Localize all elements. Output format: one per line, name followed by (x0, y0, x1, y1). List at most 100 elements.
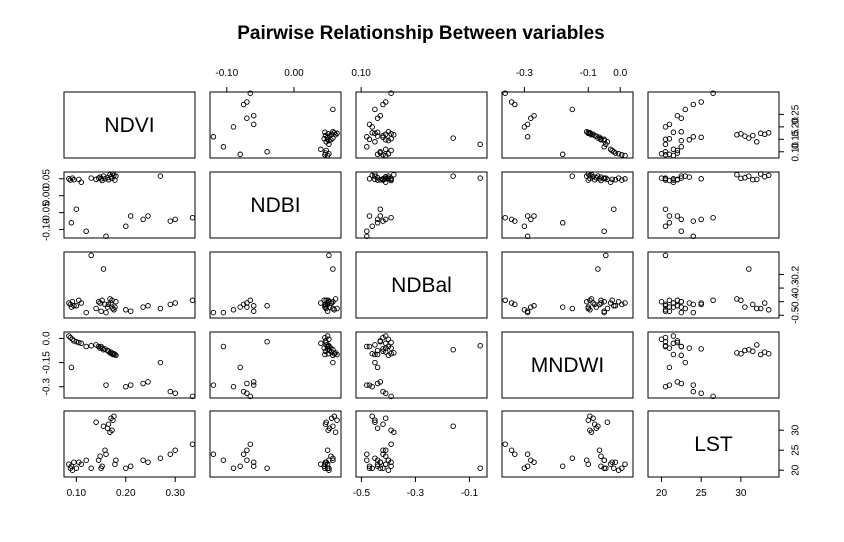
data-point (591, 301, 598, 308)
data-point (157, 359, 164, 366)
data-point (583, 457, 590, 463)
data-point (250, 382, 257, 388)
data-point (678, 298, 685, 305)
data-point (377, 379, 384, 385)
tick-label-lst: 20 (656, 488, 668, 499)
data-point (380, 388, 386, 395)
data-point (738, 297, 744, 304)
data-point (385, 336, 392, 342)
panel-mndwi-vs-ndbi (209, 331, 342, 400)
data-point (330, 455, 336, 461)
panel-frame (501, 410, 634, 478)
data-point (210, 451, 217, 457)
data-point (450, 135, 456, 141)
data-point (742, 304, 748, 310)
data-point (374, 347, 381, 354)
data-point (666, 177, 673, 184)
data-point (388, 339, 394, 346)
data-point (604, 176, 611, 183)
data-point (324, 447, 331, 453)
data-point (68, 364, 75, 371)
data-point (123, 383, 129, 390)
data-point (609, 297, 615, 304)
data-point (690, 233, 697, 240)
data-point (612, 303, 619, 309)
data-point (323, 147, 329, 154)
panel-ndvi-vs-ndbal (355, 90, 488, 159)
variable-label-lst: LST (694, 433, 733, 456)
data-point (609, 147, 615, 154)
data-point (587, 172, 593, 179)
tick-label-ndbal: -0.4 (791, 293, 802, 311)
panel-ndvi-vs-lst (647, 90, 780, 159)
data-point (477, 465, 483, 471)
data-point (742, 133, 748, 139)
data-point (622, 152, 628, 159)
data-point (757, 351, 764, 358)
data-point (658, 336, 665, 342)
data-point (591, 132, 598, 139)
data-point (682, 305, 689, 312)
data-point (334, 417, 340, 423)
data-point (603, 141, 609, 148)
data-point (690, 218, 697, 224)
data-point (366, 382, 373, 388)
data-point (189, 393, 196, 400)
panel-frame (209, 251, 342, 319)
panel-ndbal-vs-ndbal: NDBal (355, 251, 488, 319)
data-point (68, 220, 75, 226)
data-point (108, 300, 114, 306)
data-point (364, 144, 370, 150)
data-point (330, 106, 336, 113)
data-point (372, 130, 378, 137)
data-point (662, 124, 669, 130)
panel-mndwi-vs-ndvi (63, 331, 196, 400)
data-point (742, 347, 748, 354)
data-point (604, 305, 611, 312)
data-point (569, 455, 576, 461)
data-point (324, 333, 331, 339)
tick-label-ndbi: 0.00 (42, 186, 53, 206)
data-point (250, 459, 257, 465)
panel-ndbi-vs-mndwi (501, 171, 634, 240)
panel-frame (209, 331, 342, 399)
data-point (734, 350, 740, 356)
data-point (372, 419, 378, 425)
data-point (686, 345, 693, 351)
data-point (765, 130, 772, 136)
data-point (374, 351, 381, 358)
data-point (590, 173, 596, 180)
data-point (678, 144, 685, 150)
data-point (103, 451, 109, 457)
tick-label-ndbi: 0.05 (42, 169, 53, 189)
data-point (140, 457, 146, 463)
tick-label-ndbal: -0.3 (407, 488, 425, 499)
data-point (585, 304, 592, 310)
data-point (382, 216, 389, 223)
data-point (377, 206, 384, 212)
data-point (374, 216, 381, 223)
data-point (670, 340, 677, 347)
data-point (374, 129, 381, 136)
data-point (662, 252, 669, 259)
data-point (364, 382, 370, 388)
data-point (244, 300, 250, 306)
data-point (330, 457, 336, 463)
panel-frame (209, 410, 342, 478)
data-point (167, 388, 174, 395)
data-point (502, 214, 508, 221)
data-point (78, 461, 85, 467)
variable-label-mndwi: MNDWI (531, 354, 604, 377)
data-point (666, 213, 673, 219)
data-point (686, 137, 693, 143)
panel-ndbi-vs-ndbi: NDBI (209, 171, 342, 239)
data-point (102, 176, 108, 182)
data-point (612, 459, 619, 465)
data-point (559, 220, 566, 226)
panel-frame (209, 91, 342, 159)
data-point (391, 171, 397, 178)
data-point (240, 388, 247, 395)
data-point (674, 213, 681, 219)
data-point (230, 383, 237, 390)
data-point (127, 308, 134, 314)
